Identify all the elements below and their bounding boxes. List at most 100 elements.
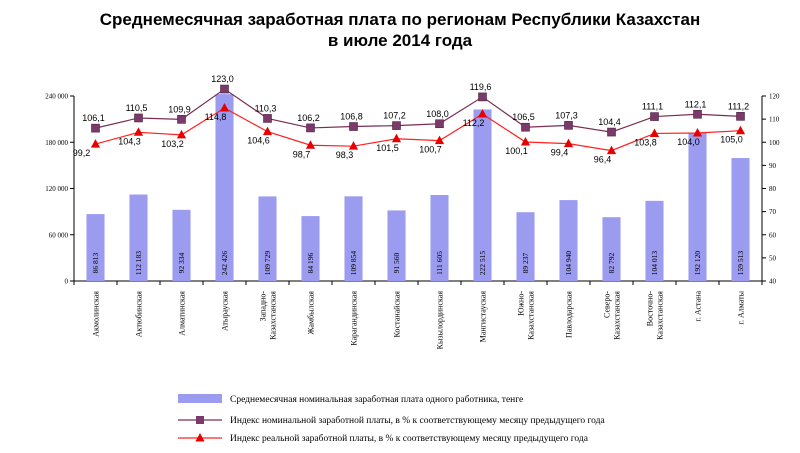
- nominal-index-label: 109,9: [168, 104, 191, 114]
- y-right-tick-label: 40: [769, 278, 777, 286]
- bar-value-label: 222 515: [478, 251, 487, 276]
- bar-value-label: 91 560: [392, 252, 401, 273]
- y-right-tick-label: 60: [769, 231, 777, 239]
- bar: [258, 196, 277, 281]
- bar: [602, 217, 621, 281]
- y-right-tick-label: 70: [769, 208, 777, 216]
- real-index-point: [176, 129, 187, 139]
- nominal-index-label: 110,5: [126, 103, 148, 113]
- bar: [387, 210, 406, 281]
- y-right-tick-label: 50: [769, 254, 777, 262]
- bar: [129, 194, 148, 281]
- real-index-point: [649, 128, 660, 137]
- real-index-point: [262, 126, 273, 136]
- real-index-label: 99,4: [551, 148, 569, 158]
- category-label: Южно-: [517, 291, 526, 316]
- real-index-label: 104,0: [677, 137, 700, 147]
- category-label: Павлодарская: [565, 291, 574, 338]
- real-index-label: 100,7: [419, 145, 442, 155]
- nominal-index-point: [392, 121, 401, 130]
- y-left-tick-label: 0: [65, 278, 69, 286]
- y-right-tick-label: 120: [769, 93, 780, 101]
- bar-value-label: 242 426: [220, 251, 229, 276]
- category-label: Мангистауская: [479, 291, 488, 343]
- bar-value-label: 104 940: [564, 251, 573, 276]
- chart-title-line-2: в июле 2014 года: [327, 31, 473, 50]
- y-left-tick-label: 180 000: [45, 139, 68, 147]
- bar: [215, 94, 234, 281]
- legend-nominal-label: Индекс номинальной заработной платы, в %…: [230, 415, 605, 426]
- real-index-label: 100,1: [505, 146, 528, 156]
- nominal-index-label: 111,2: [728, 101, 749, 111]
- legend-real-label: Индекс реальной заработной платы, в % к …: [230, 433, 589, 444]
- real-index-point: [348, 141, 359, 150]
- real-index-label: 104,6: [247, 136, 270, 146]
- real-index-point: [563, 138, 574, 148]
- nominal-index-label: 119,6: [470, 82, 492, 92]
- nominal-index-point: [564, 121, 573, 130]
- category-label: Акмолинская: [92, 291, 101, 337]
- category-label: Актюбинская: [135, 291, 144, 338]
- category-label: Костанайская: [393, 291, 402, 338]
- nominal-index-label: 112,1: [685, 99, 707, 109]
- y-left-tick-label: 120 000: [45, 185, 68, 193]
- nominal-index-label: 123,0: [211, 74, 234, 84]
- bar: [473, 109, 492, 281]
- bar: [344, 196, 363, 281]
- real-index-label: 98,7: [293, 149, 311, 159]
- bar: [516, 212, 535, 281]
- category-label: Западно-: [259, 291, 268, 322]
- real-index-label: 112,2: [463, 118, 485, 128]
- nominal-index-line: [95, 88, 741, 133]
- nominal-index-point: [220, 84, 229, 94]
- legend-nominal-marker: [196, 416, 204, 424]
- nominal-index-point: [177, 115, 186, 124]
- nominal-index-point: [650, 112, 659, 121]
- bar: [86, 214, 105, 281]
- real-index-point: [692, 128, 703, 137]
- nominal-index-label: 107,2: [383, 111, 406, 121]
- nominal-index-point: [263, 114, 272, 123]
- nominal-index-label: 106,1: [82, 113, 105, 123]
- real-index-point: [90, 139, 101, 148]
- bar-value-label: 104 013: [650, 251, 659, 276]
- category-label: Жамбылская: [307, 291, 316, 335]
- real-index-label: 99,2: [73, 148, 91, 158]
- real-index-point: [305, 140, 316, 149]
- category-label: Казахстанская: [269, 291, 278, 340]
- nominal-index-point: [521, 122, 530, 132]
- bar: [172, 209, 191, 281]
- nominal-index-point: [349, 122, 358, 131]
- legend-real-marker: [195, 433, 205, 442]
- bar: [559, 200, 578, 281]
- bar-value-label: 82 792: [607, 252, 616, 273]
- nominal-index-label: 104,4: [598, 117, 621, 127]
- bar: [430, 194, 449, 281]
- bar: [688, 132, 707, 281]
- nominal-index-label: 106,8: [340, 112, 363, 122]
- y-left-tick-label: 60 000: [49, 231, 69, 239]
- legend-bar-swatch: [178, 394, 222, 403]
- bar-value-label: 109 729: [263, 251, 272, 276]
- chart-title-line-1: Среднемесячная заработная плата по регио…: [99, 10, 701, 29]
- legend-bar-label: Среднемесячная номинальная заработная пл…: [230, 394, 523, 405]
- nominal-index-point: [435, 119, 444, 129]
- real-index-label: 103,8: [634, 137, 657, 147]
- real-index-label: 104,3: [118, 136, 141, 146]
- bar: [301, 216, 320, 281]
- category-label: Казахстанская: [613, 291, 622, 340]
- y-left-tick-label: 240 000: [45, 93, 68, 101]
- category-label: Северо-: [603, 291, 612, 318]
- nominal-index-label: 110,3: [255, 103, 277, 113]
- y-right-tick-label: 80: [769, 185, 777, 193]
- real-index-point: [735, 125, 746, 135]
- category-label: Восточно-: [646, 291, 655, 327]
- bar-value-label: 192 120: [693, 251, 702, 276]
- real-index-label: 98,3: [336, 150, 354, 160]
- bar-value-label: 84 196: [306, 252, 315, 273]
- real-index-label: 105,0: [720, 135, 743, 145]
- bar: [731, 158, 750, 281]
- nominal-index-label: 106,5: [512, 112, 535, 122]
- nominal-index-point: [736, 112, 745, 121]
- bar-value-label: 109 854: [349, 251, 358, 276]
